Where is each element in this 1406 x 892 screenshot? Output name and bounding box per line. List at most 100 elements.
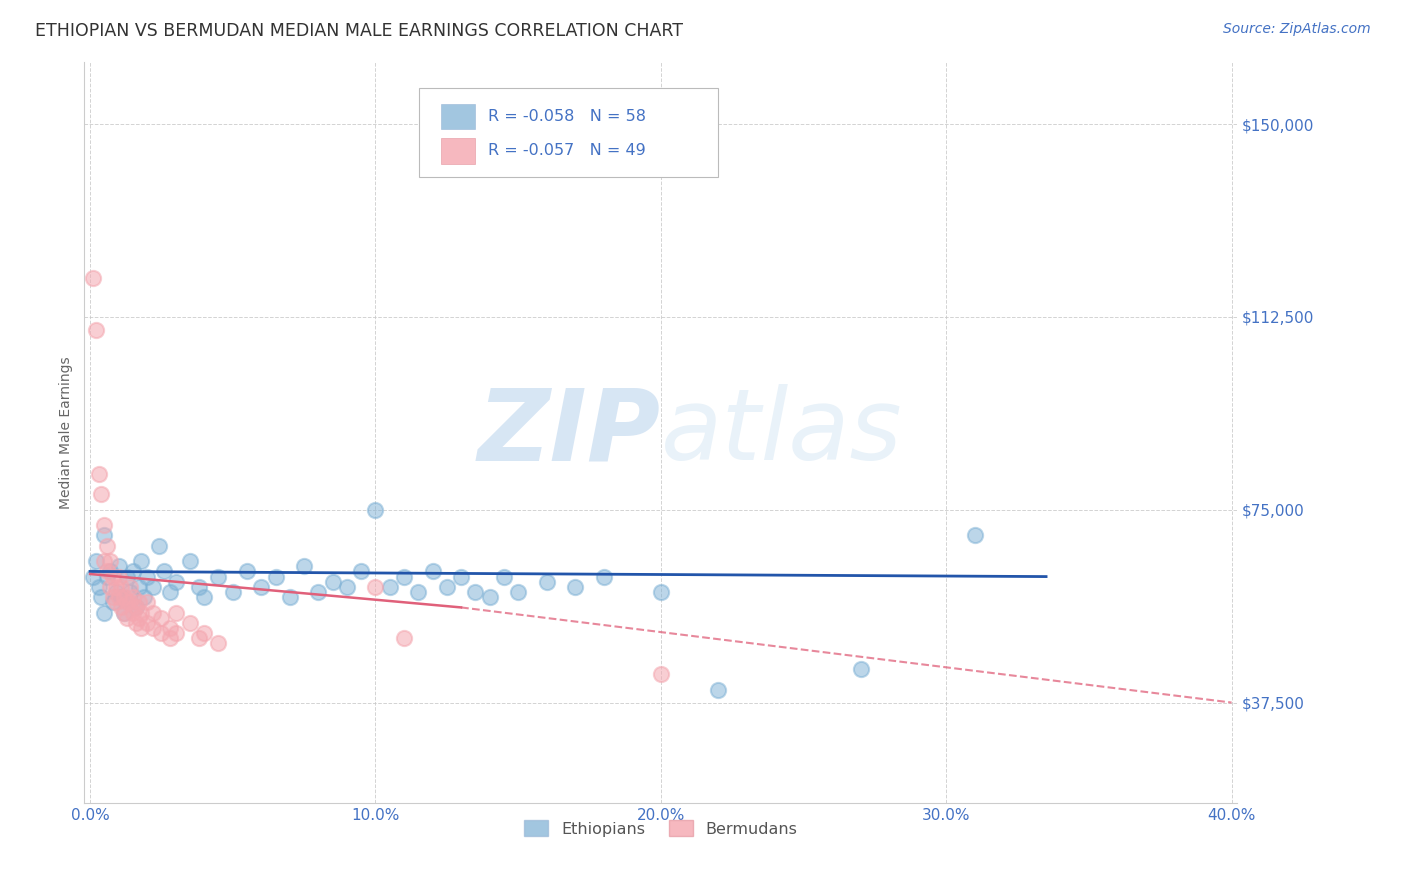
Point — [98, 565, 121, 579]
Point — [131, 621, 153, 635]
Point — [125, 600, 148, 615]
Point — [193, 626, 215, 640]
Point — [96, 539, 118, 553]
Y-axis label: Median Male Earnings: Median Male Earnings — [59, 356, 73, 509]
Point — [650, 585, 672, 599]
Point — [115, 610, 138, 624]
Text: R = -0.058   N = 58: R = -0.058 N = 58 — [488, 109, 645, 124]
Point — [136, 615, 159, 630]
Point — [478, 590, 501, 604]
Point — [87, 467, 110, 481]
Point — [93, 528, 115, 542]
Text: atlas: atlas — [661, 384, 903, 481]
Point — [122, 606, 145, 620]
Point — [207, 569, 229, 583]
Point — [131, 606, 153, 620]
Point — [650, 667, 672, 681]
Point — [96, 565, 118, 579]
FancyBboxPatch shape — [440, 103, 475, 129]
Point — [107, 569, 129, 583]
Point — [364, 502, 387, 516]
Point — [207, 636, 229, 650]
Point — [87, 580, 110, 594]
Point — [142, 621, 165, 635]
Point — [963, 528, 986, 542]
Text: R = -0.057   N = 49: R = -0.057 N = 49 — [488, 144, 645, 159]
Point — [104, 585, 127, 599]
Point — [508, 585, 530, 599]
Point — [110, 590, 132, 604]
Point — [128, 580, 150, 594]
Point — [392, 632, 415, 646]
Point — [187, 632, 209, 646]
Point — [464, 585, 486, 599]
Point — [436, 580, 458, 594]
FancyBboxPatch shape — [419, 88, 718, 178]
Point — [187, 580, 209, 594]
Point — [101, 595, 124, 609]
Point — [150, 626, 173, 640]
Point — [392, 569, 415, 583]
Point — [450, 569, 472, 583]
Point — [90, 487, 112, 501]
Point — [104, 580, 127, 594]
Point — [264, 569, 287, 583]
Text: Source: ZipAtlas.com: Source: ZipAtlas.com — [1223, 22, 1371, 37]
Point — [90, 590, 112, 604]
Point — [101, 590, 124, 604]
Point — [125, 600, 148, 615]
Point — [142, 580, 165, 594]
Legend: Ethiopians, Bermudans: Ethiopians, Bermudans — [517, 814, 804, 843]
Point — [82, 271, 104, 285]
Point — [159, 621, 181, 635]
Point — [278, 590, 301, 604]
Point — [118, 585, 141, 599]
Point — [112, 590, 135, 604]
Point — [179, 615, 201, 630]
Point — [82, 569, 104, 583]
Point — [122, 590, 145, 604]
Point — [84, 554, 107, 568]
Point — [849, 662, 872, 676]
Point — [107, 590, 129, 604]
Point — [128, 595, 150, 609]
Point — [336, 580, 359, 594]
Point — [125, 615, 148, 630]
Point — [101, 569, 124, 583]
Point — [165, 574, 187, 589]
Point — [112, 606, 135, 620]
Point — [592, 569, 614, 583]
Point — [134, 590, 156, 604]
Point — [136, 569, 159, 583]
Point — [364, 580, 387, 594]
Point — [165, 606, 187, 620]
Point — [707, 682, 730, 697]
Point — [307, 585, 329, 599]
Point — [115, 569, 138, 583]
Point — [159, 585, 181, 599]
Point — [93, 606, 115, 620]
Point — [406, 585, 429, 599]
Point — [110, 600, 132, 615]
Point — [564, 580, 586, 594]
Point — [110, 580, 132, 594]
Point — [193, 590, 215, 604]
Text: ZIP: ZIP — [478, 384, 661, 481]
Point — [492, 569, 515, 583]
Point — [122, 565, 145, 579]
Point — [118, 595, 141, 609]
Point — [536, 574, 558, 589]
Point — [128, 610, 150, 624]
Point — [250, 580, 273, 594]
Point — [98, 554, 121, 568]
Point — [422, 565, 444, 579]
FancyBboxPatch shape — [440, 138, 475, 163]
Point — [159, 632, 181, 646]
Point — [179, 554, 201, 568]
Point — [150, 610, 173, 624]
Point — [93, 518, 115, 533]
Point — [131, 554, 153, 568]
Point — [153, 565, 176, 579]
Point — [98, 580, 121, 594]
Point — [378, 580, 401, 594]
